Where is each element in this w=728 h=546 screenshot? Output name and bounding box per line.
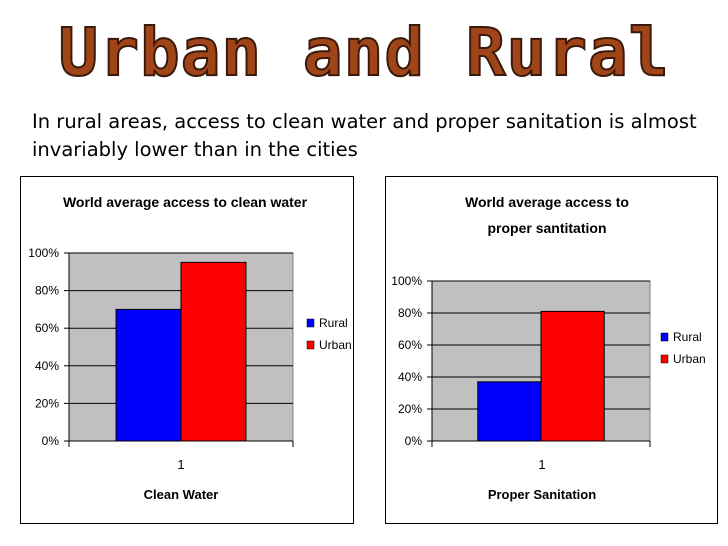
- page-title: Urban and Rural: [57, 14, 670, 91]
- y-tick-label: 0%: [42, 434, 60, 448]
- bar-urban: [180, 261, 247, 442]
- x-axis-label: Clean Water: [144, 487, 219, 502]
- clean-water-chart: World average access to clean water 0% 20%…: [28, 194, 352, 502]
- y-tick-label: 40%: [398, 370, 422, 384]
- page-subtitle: In rural areas, access to clean water an…: [32, 110, 697, 161]
- y-tick-label: 80%: [35, 284, 59, 298]
- y-tick-label: 60%: [398, 338, 422, 352]
- sanitation-chart: World average access to proper santitatio…: [391, 194, 706, 502]
- y-tick-label: 80%: [398, 306, 422, 320]
- x-category-label: 1: [177, 457, 184, 472]
- chart-panel-sanitation: World average access to proper santitatio…: [385, 176, 718, 524]
- legend-swatch: [660, 332, 669, 342]
- y-tick-label: 20%: [35, 396, 59, 410]
- chart-panel-clean-water: World average access to clean water 0% 20%…: [20, 176, 354, 524]
- x-axis-label: Proper Sanitation: [488, 487, 596, 502]
- bar-rural: [115, 308, 182, 442]
- bar-urban: [540, 310, 605, 442]
- legend-swatch: [306, 340, 315, 350]
- y-tick-label: 60%: [35, 321, 59, 335]
- legend-label: Urban: [673, 352, 706, 366]
- chart-title: proper santitation: [487, 220, 606, 236]
- x-category-label: 1: [538, 457, 545, 472]
- y-tick-label: 100%: [28, 246, 59, 260]
- legend-swatch: [660, 354, 669, 364]
- chart-title: World average access to: [465, 194, 629, 210]
- y-tick-label: 0%: [405, 434, 423, 448]
- legend-label: Rural: [319, 316, 348, 330]
- legend-swatch: [306, 318, 315, 328]
- legend-label: Rural: [673, 330, 702, 344]
- y-tick-label: 20%: [398, 402, 422, 416]
- bar-rural: [477, 381, 542, 442]
- y-tick-label: 100%: [391, 274, 422, 288]
- y-tick-label: 40%: [35, 359, 59, 373]
- chart-title: World average access to clean water: [63, 194, 308, 210]
- legend-label: Urban: [319, 338, 352, 352]
